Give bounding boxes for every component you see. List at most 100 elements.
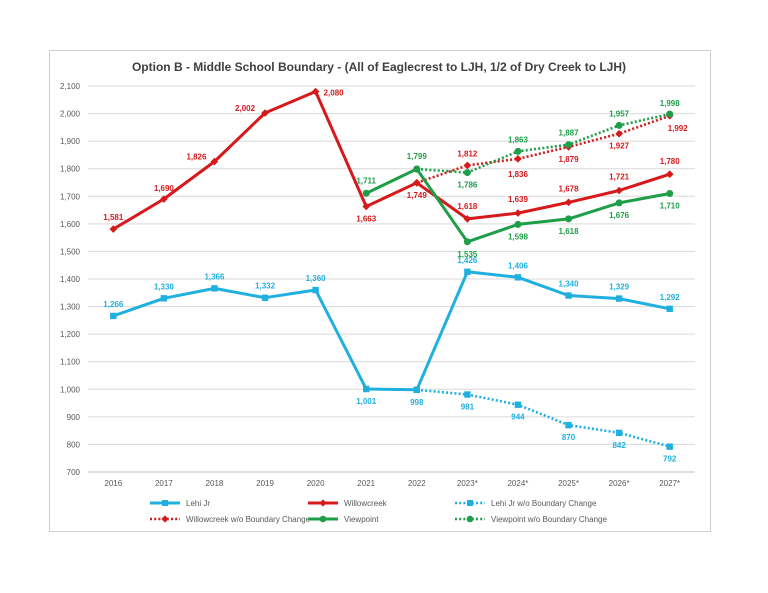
grid-lines [88, 85, 695, 473]
x-tick-label: 2017 [155, 479, 173, 488]
data-label: 1,581 [103, 213, 124, 222]
data-label: 998 [410, 398, 424, 407]
data-point [565, 421, 572, 429]
x-tick-label: 2019 [256, 479, 274, 488]
legend-label: Lehi Jr [186, 499, 210, 508]
legend-label: Lehi Jr w/o Boundary Change [491, 499, 597, 508]
series-line [416, 112, 670, 174]
data-label: 870 [562, 433, 576, 442]
data-label: 944 [511, 413, 525, 422]
data-point [211, 285, 218, 292]
legend-label: Viewpoint w/o Boundary Change [491, 515, 607, 524]
data-label: 1,426 [457, 256, 478, 265]
data-point [615, 129, 623, 138]
data-point [514, 274, 522, 281]
data-point [261, 109, 269, 117]
y-tick-label: 800 [67, 440, 81, 449]
data-label: 1,836 [508, 170, 529, 179]
data-point [109, 225, 118, 233]
data-point [463, 169, 471, 177]
data-label: 1,266 [103, 300, 124, 309]
y-axis: 700 800 900 1,000 1,100 1,200 1,300 1,400 1,500 1… [60, 82, 81, 477]
data-point [311, 87, 320, 96]
y-tick-label: 1,300 [60, 303, 81, 312]
data-point [615, 429, 623, 437]
y-tick-label: 1,600 [60, 220, 81, 229]
data-label: 2,080 [324, 89, 345, 98]
data-label: 1,749 [407, 191, 428, 200]
data-label: 1,799 [407, 152, 428, 161]
y-tick-label: 1,100 [60, 358, 81, 367]
x-tick-label: 2025* [558, 479, 579, 488]
data-point [464, 391, 471, 398]
data-label: 1,721 [609, 172, 630, 181]
data-point [413, 165, 421, 173]
x-tick-label: 2016 [104, 479, 122, 488]
y-tick-label: 1,800 [60, 165, 81, 174]
data-point [615, 199, 623, 207]
data-point [514, 209, 522, 217]
x-tick-label: 2026* [609, 479, 630, 488]
x-tick-label: 2024* [507, 479, 528, 488]
x-axis: 2016 2017 2018 2019 2020 2021 2022 2023* 2024* 20… [104, 479, 680, 488]
data-label: 1,340 [559, 280, 580, 289]
data-point [110, 312, 117, 320]
data-point [514, 147, 522, 155]
data-point [666, 190, 674, 198]
data-point [467, 500, 473, 506]
series-line [416, 388, 671, 448]
data-label: 1,887 [559, 129, 580, 138]
data-point [514, 154, 522, 163]
y-tick-label: 1,400 [60, 275, 81, 284]
x-tick-label: 2027* [659, 479, 680, 488]
data-label: 1,618 [559, 227, 580, 236]
x-tick-label: 2020 [307, 479, 325, 488]
data-label: 1,710 [660, 202, 681, 211]
data-point [261, 294, 269, 301]
data-point [665, 170, 674, 179]
data-label: 1,001 [356, 397, 377, 406]
chart-title: Option B - Middle School Boundary - (All… [131, 60, 627, 74]
data-point [162, 500, 168, 506]
data-label: 1,360 [306, 274, 327, 283]
data-label: 1,690 [154, 184, 175, 193]
data-point [463, 161, 472, 170]
data-point [362, 189, 370, 197]
data-label: 1,786 [457, 181, 478, 190]
legend: Lehi Jr Willowcreek Lehi Jr w/o Boundary C… [150, 499, 607, 524]
series-line [112, 90, 671, 231]
y-tick-label: 700 [67, 468, 81, 477]
data-point [312, 286, 319, 294]
data-point [319, 499, 327, 507]
x-tick-label: 2021 [357, 479, 375, 488]
data-label: 842 [612, 441, 626, 450]
data-point [615, 295, 623, 302]
data-point [565, 141, 573, 149]
data-label: 1,366 [204, 272, 225, 281]
y-tick-label: 900 [67, 413, 81, 422]
y-tick-label: 2,100 [60, 82, 81, 91]
data-point [666, 305, 673, 312]
y-tick-label: 1,000 [60, 385, 81, 394]
data-point [463, 215, 472, 223]
data-label: 1,535 [457, 250, 478, 259]
data-point [161, 515, 169, 523]
data-point [565, 215, 573, 223]
data-label: 1,879 [559, 155, 580, 164]
data-point [363, 385, 370, 393]
data-point [412, 178, 421, 187]
data-point [464, 268, 471, 276]
data-point [666, 110, 674, 118]
data-label: 1,957 [609, 109, 630, 118]
data-point [666, 443, 673, 450]
data-label: 1,812 [457, 149, 478, 158]
data-point [160, 195, 168, 203]
data-point [466, 515, 474, 523]
data-point [514, 220, 522, 228]
data-point [160, 295, 168, 302]
y-tick-label: 1,700 [60, 192, 81, 201]
data-label: 1,863 [508, 135, 529, 144]
data-label: 1,663 [356, 214, 377, 223]
